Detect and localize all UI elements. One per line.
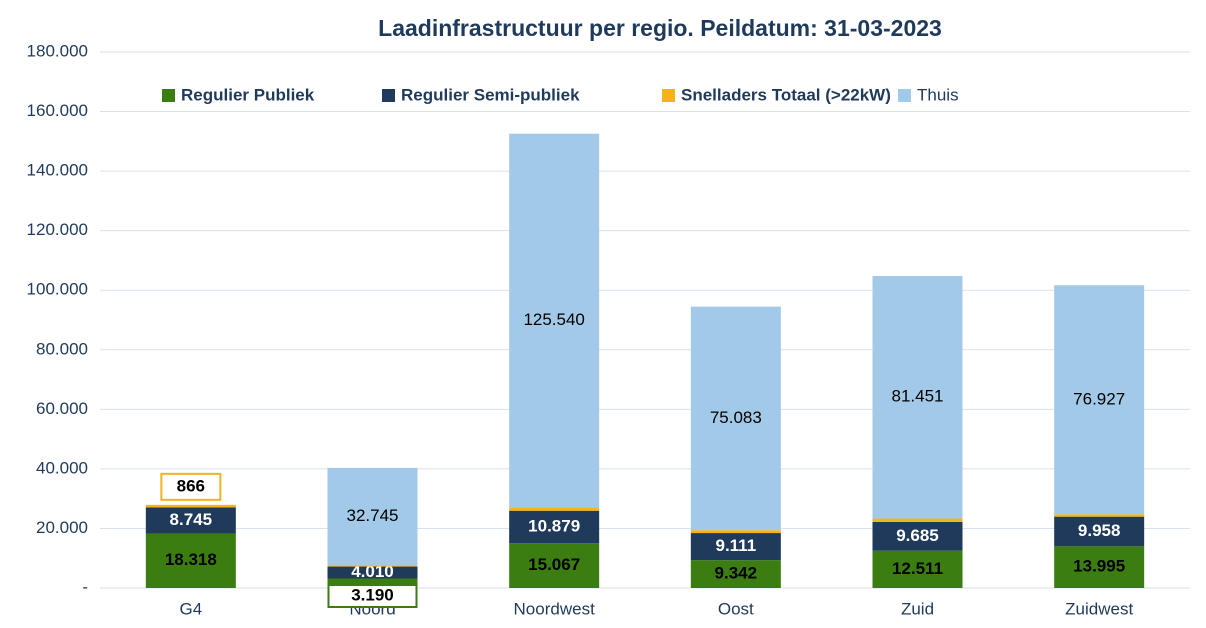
label-box: [160, 472, 222, 501]
y-tick-label: 140.000: [27, 161, 88, 180]
data-label: 75.083: [710, 408, 762, 427]
legend-swatch: [898, 89, 911, 102]
data-label: 866: [177, 476, 205, 495]
x-tick-label: Zuidwest: [1065, 599, 1133, 618]
data-label: 125.540: [523, 310, 584, 329]
bar-segment: [327, 467, 418, 566]
y-tick-label: 160.000: [27, 101, 88, 120]
bar-segment: [1054, 285, 1145, 515]
y-tick-label: 100.000: [27, 280, 88, 299]
data-label: 10.879: [528, 516, 580, 535]
y-tick-label: 20.000: [36, 518, 88, 537]
y-tick-label: 180.000: [27, 41, 88, 60]
legend-swatch: [382, 89, 395, 102]
data-label: 13.995: [1073, 557, 1125, 576]
chart-title: Laadinfrastructuur per regio. Peildatum:…: [378, 15, 942, 41]
data-label: 18.318: [165, 550, 217, 569]
bar-segment: [327, 565, 418, 567]
legend-label: Regulier Semi-publiek: [401, 85, 580, 104]
bar-segment: [690, 560, 781, 588]
bar-segment: [690, 530, 781, 534]
y-tick-label: 120.000: [27, 220, 88, 239]
bar-segment: [327, 566, 418, 579]
bar-segment: [872, 518, 963, 522]
bar-segment: [145, 504, 236, 508]
data-label: 8.745: [170, 510, 213, 529]
legend-label: Regulier Publiek: [181, 85, 315, 104]
bar-segment: [1054, 514, 1145, 517]
data-label: 12.511: [892, 559, 943, 578]
data-label: 9.958: [1078, 521, 1121, 540]
legend-swatch: [162, 89, 175, 102]
bar-segment: [1054, 546, 1145, 588]
data-label: 15.067: [528, 555, 580, 574]
bar-segment: [872, 275, 963, 519]
bar-segment: [690, 533, 781, 561]
y-tick-label: 40.000: [36, 458, 88, 477]
x-tick-label: Noordwest: [514, 599, 596, 618]
data-label: 9.685: [896, 526, 939, 545]
data-label: 32.745: [347, 506, 399, 525]
data-label: 76.927: [1073, 389, 1125, 408]
x-tick-label: G4: [179, 599, 202, 618]
data-label: 9.342: [715, 564, 758, 583]
bar-segment: [509, 510, 600, 544]
x-tick-label: Zuid: [901, 599, 934, 618]
bar-segment: [872, 521, 963, 551]
y-tick-label: -: [82, 577, 88, 596]
y-tick-label: 60.000: [36, 399, 88, 418]
legend-label: Snelladers Totaal (>22kW): [681, 85, 891, 104]
data-label: 81.451: [892, 387, 944, 406]
bar-segment: [145, 533, 236, 588]
bar-segment: [872, 550, 963, 588]
bar-segment: [327, 578, 418, 588]
data-label: 3.190: [351, 585, 394, 604]
legend-label: Thuis: [917, 85, 959, 104]
y-tick-label: 80.000: [36, 339, 88, 358]
bar-segment: [145, 507, 236, 534]
data-label: 4.010: [351, 562, 394, 581]
data-label: 9.111: [715, 536, 756, 555]
label-box: [327, 584, 418, 608]
bar-segment: [509, 543, 600, 588]
bar-segment: [509, 133, 600, 508]
legend-swatch: [662, 89, 675, 102]
x-tick-label: Oost: [718, 599, 754, 618]
bar-segment: [509, 507, 600, 511]
bar-segment: [690, 306, 781, 531]
bar-segment: [1054, 516, 1145, 547]
